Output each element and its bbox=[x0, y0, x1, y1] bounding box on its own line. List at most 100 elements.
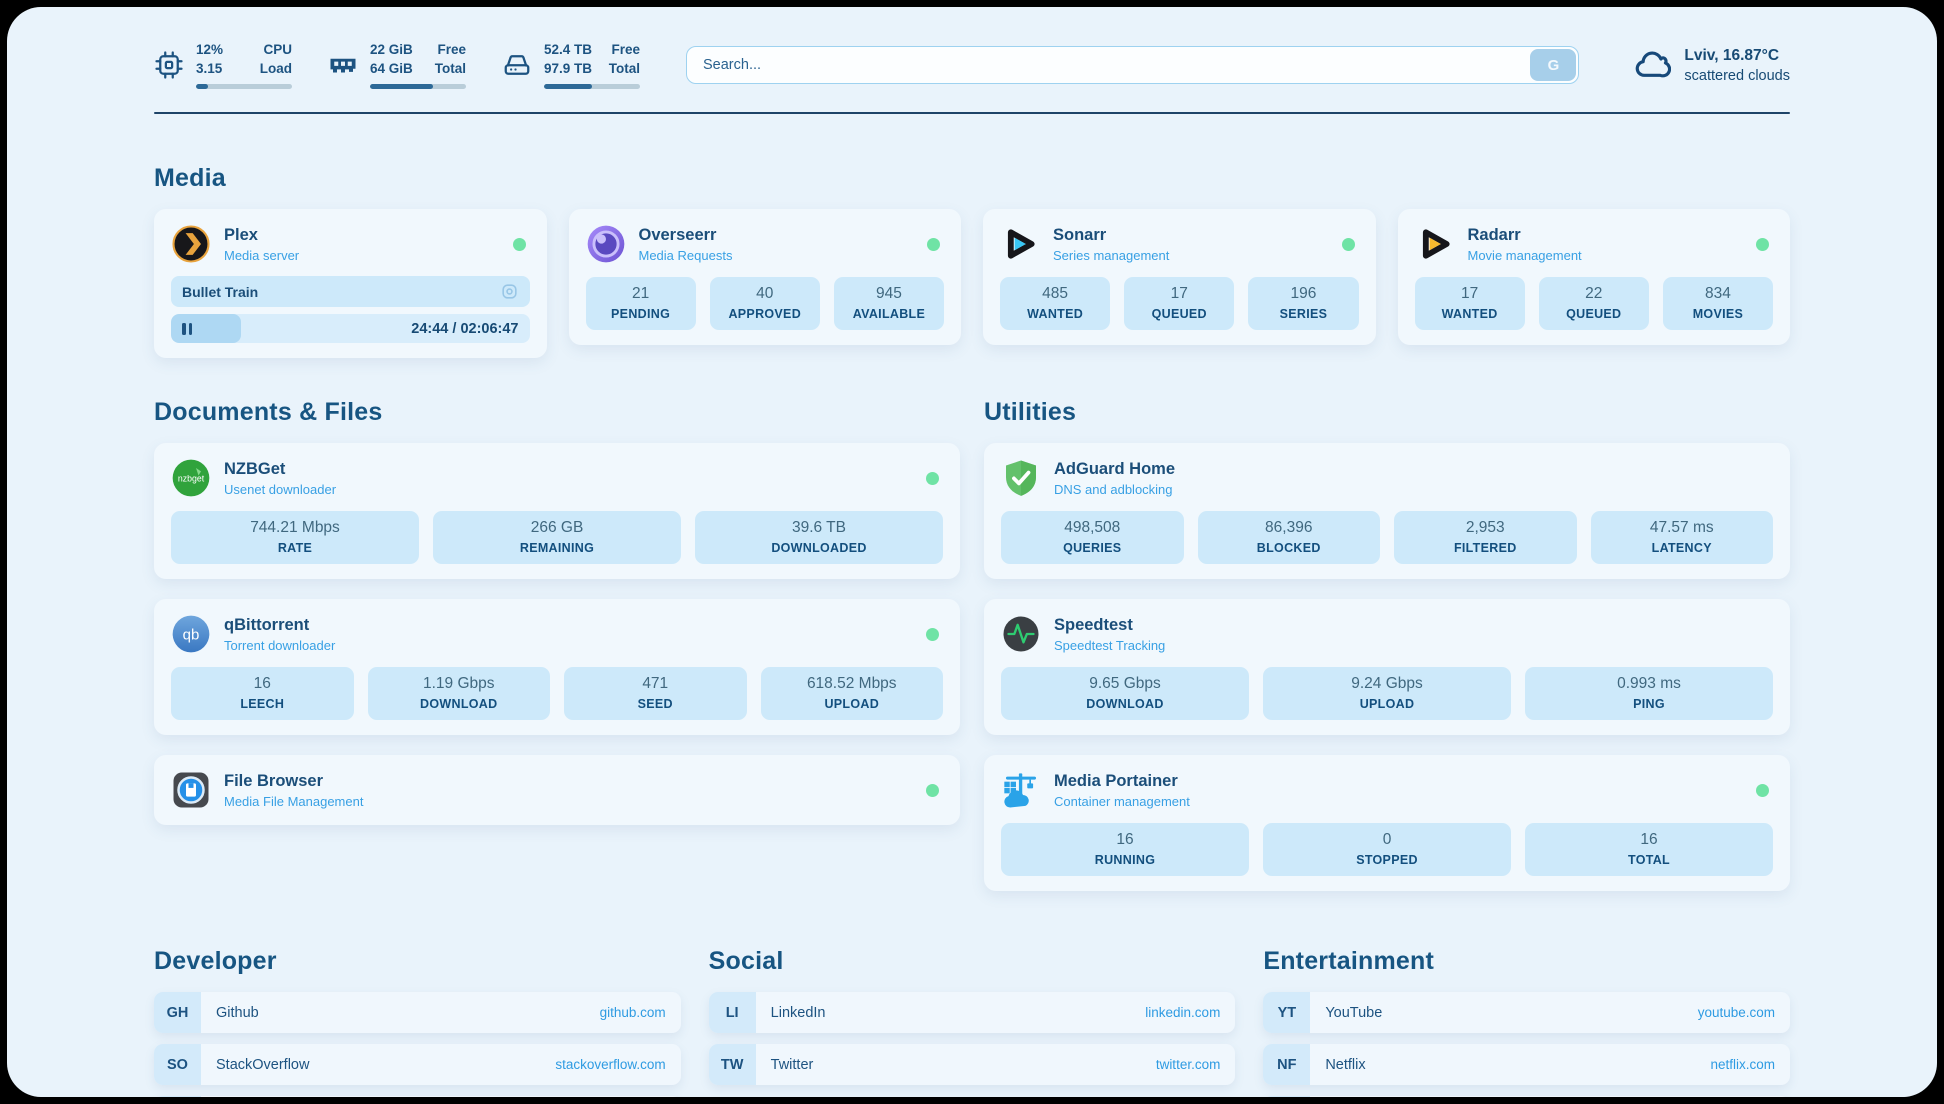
app-card-sonarr[interactable]: Sonarr Series management 485 WANTED 17 Q… bbox=[983, 209, 1376, 345]
stat-box: 744.21 Mbps RATE bbox=[171, 511, 419, 564]
google-search-button[interactable]: G bbox=[1530, 49, 1577, 81]
stat-box: 485 WANTED bbox=[1000, 277, 1111, 330]
app-subtitle: Media server bbox=[224, 247, 300, 263]
bookmark-row-netflix[interactable]: NF Netflix netflix.com bbox=[1263, 1044, 1790, 1085]
bookmark-row-youtube[interactable]: YT YouTube youtube.com bbox=[1263, 992, 1790, 1033]
stat-value: 0 bbox=[1382, 831, 1392, 848]
weather-location-temp: Lviv, 16.87°C bbox=[1684, 46, 1780, 64]
bookmark-abbr: DT bbox=[154, 1096, 201, 1097]
nzbget-icon: nzbget bbox=[171, 458, 211, 498]
app-subtitle: DNS and adblocking bbox=[1054, 481, 1173, 497]
stat-label: FILTERED bbox=[1453, 541, 1517, 555]
app-card-adguard[interactable]: AdGuard Home DNS and adblocking 498,508 … bbox=[984, 443, 1790, 579]
media-cards: Plex Media server Bullet Train 24:44 / 0… bbox=[154, 209, 1790, 358]
search-input[interactable] bbox=[686, 46, 1580, 84]
app-name: File Browser bbox=[224, 771, 324, 790]
app-subtitle: Series management bbox=[1053, 247, 1170, 263]
now-playing-row: Bullet Train bbox=[171, 276, 530, 307]
bookmark-row-twitter[interactable]: TW Twitter twitter.com bbox=[708, 1044, 1236, 1085]
status-dot bbox=[1341, 237, 1355, 251]
stat-value: 471 bbox=[642, 675, 669, 692]
bookmark-url: netflix.com bbox=[1710, 1057, 1775, 1072]
stat-label: SERIES bbox=[1279, 307, 1328, 321]
documents-cards: nzbget NZBGet Usenet downloader 744.21 M… bbox=[154, 443, 960, 825]
portainer-icon bbox=[1001, 770, 1041, 810]
stat-value: 744.21 Mbps bbox=[250, 519, 340, 536]
bookmark-url: twitter.com bbox=[1155, 1057, 1221, 1072]
stat-label: REMAINING bbox=[519, 541, 595, 555]
bookmark-abbr: SO bbox=[154, 1044, 201, 1085]
app-card-filebrowser[interactable]: File Browser Media File Management bbox=[154, 755, 960, 825]
section-documents: Documents & Files nzbget NZBGet Usenet d… bbox=[154, 398, 960, 825]
speedtest-icon bbox=[1001, 614, 1041, 654]
section-utilities: Utilities AdGuard Home DNS and adblockin… bbox=[984, 398, 1790, 891]
disk-free-label: Free bbox=[611, 41, 640, 57]
pause-icon[interactable] bbox=[182, 322, 192, 335]
app-name: Media Portainer bbox=[1054, 771, 1178, 790]
stat-box: 945 AVAILABLE bbox=[833, 277, 945, 330]
stat-label: BLOCKED bbox=[1256, 541, 1321, 555]
stat-value: 266 GB bbox=[530, 519, 584, 536]
bookmark-section-title: Social bbox=[708, 947, 784, 975]
stat-box: 266 GB REMAINING bbox=[433, 511, 681, 564]
disk-total-label: Total bbox=[608, 60, 640, 76]
stat-label: RATE bbox=[277, 541, 313, 555]
app-name: Sonarr bbox=[1053, 225, 1107, 244]
app-card-radarr[interactable]: Radarr Movie management 17 WANTED 22 QUE… bbox=[1397, 209, 1790, 345]
stat-box: 17 WANTED bbox=[1414, 277, 1525, 330]
bookmark-abbr: YT bbox=[1263, 992, 1311, 1033]
stat-value: 485 bbox=[1042, 285, 1069, 302]
bookmark-row-dev[interactable]: DT DEV dev.to bbox=[154, 1096, 681, 1097]
app-card-nzbget[interactable]: nzbget NZBGet Usenet downloader 744.21 M… bbox=[154, 443, 960, 579]
stat-box: 1.19 Gbps DOWNLOAD bbox=[367, 667, 550, 720]
bookmark-row-linkedin[interactable]: LI LinkedIn linkedin.com bbox=[708, 992, 1236, 1033]
app-card-qbittorrent[interactable]: qb qBittorrent Torrent downloader 16 LEE… bbox=[154, 599, 960, 735]
disk-progress-bar bbox=[544, 84, 640, 90]
status-dot bbox=[926, 783, 939, 797]
qbittorrent-icon: qb bbox=[171, 614, 211, 654]
bookmark-abbr: TW bbox=[708, 1044, 756, 1085]
app-subtitle: Media File Management bbox=[224, 793, 364, 809]
cpu-load-label: Load bbox=[259, 60, 292, 76]
stat-value: 21 bbox=[631, 285, 650, 302]
stat-label: DOWNLOAD bbox=[1086, 697, 1164, 711]
stat-box: 834 MOVIES bbox=[1662, 277, 1774, 330]
search-bar: G bbox=[686, 46, 1580, 84]
app-subtitle: Usenet downloader bbox=[224, 481, 337, 497]
section-title-utilities: Utilities bbox=[984, 398, 1077, 426]
disk-total-value: 97.9 TB bbox=[544, 60, 593, 76]
session-icon[interactable] bbox=[500, 282, 519, 301]
stat-label: STOPPED bbox=[1356, 853, 1418, 867]
stat-box: 2,953 FILTERED bbox=[1394, 511, 1577, 564]
app-name: AdGuard Home bbox=[1054, 459, 1176, 478]
stat-value: 22 bbox=[1585, 285, 1603, 302]
app-subtitle: Torrent downloader bbox=[224, 637, 336, 653]
memory-free-value: 22 GiB bbox=[370, 41, 413, 57]
memory-progress-bar bbox=[370, 84, 466, 90]
cpu-label: CPU bbox=[263, 41, 292, 57]
app-card-overseerr[interactable]: Overseerr Media Requests 21 PENDING 40 A… bbox=[568, 209, 961, 345]
stat-label: SEED bbox=[637, 697, 673, 711]
header-divider bbox=[154, 112, 1790, 114]
stat-label: QUEUED bbox=[1151, 307, 1207, 321]
memory-total-value: 64 GiB bbox=[370, 60, 413, 76]
stat-value: 47.57 ms bbox=[1649, 519, 1714, 536]
bookmark-url: linkedin.com bbox=[1145, 1005, 1221, 1020]
bookmark-row-github[interactable]: GH Github github.com bbox=[154, 992, 681, 1033]
bookmark-row-stackoverflow[interactable]: SO StackOverflow stackoverflow.com bbox=[154, 1044, 681, 1085]
cpu-metric: 12% 3.15 CPU Load bbox=[154, 41, 292, 90]
app-card-speedtest[interactable]: Speedtest Speedtest Tracking 9.65 Gbps D… bbox=[984, 599, 1790, 735]
adguard-icon bbox=[1001, 458, 1041, 498]
stat-label: WANTED bbox=[1027, 307, 1084, 321]
disk-icon bbox=[502, 50, 532, 80]
stat-value: 17 bbox=[1460, 285, 1479, 302]
stat-value: 16 bbox=[1116, 831, 1134, 848]
overseerr-icon bbox=[586, 224, 626, 264]
bookmark-name: StackOverflow bbox=[216, 1056, 310, 1073]
cpu-usage-value: 12% bbox=[196, 41, 224, 57]
radarr-icon bbox=[1415, 224, 1455, 264]
app-card-portainer[interactable]: Media Portainer Container management 16 … bbox=[984, 755, 1790, 891]
bookmark-row-reddit[interactable]: RE Reddit reddit.com bbox=[1263, 1096, 1790, 1097]
cloud-icon bbox=[1633, 46, 1672, 84]
app-card-plex[interactable]: Plex Media server Bullet Train 24:44 / 0… bbox=[154, 209, 547, 358]
